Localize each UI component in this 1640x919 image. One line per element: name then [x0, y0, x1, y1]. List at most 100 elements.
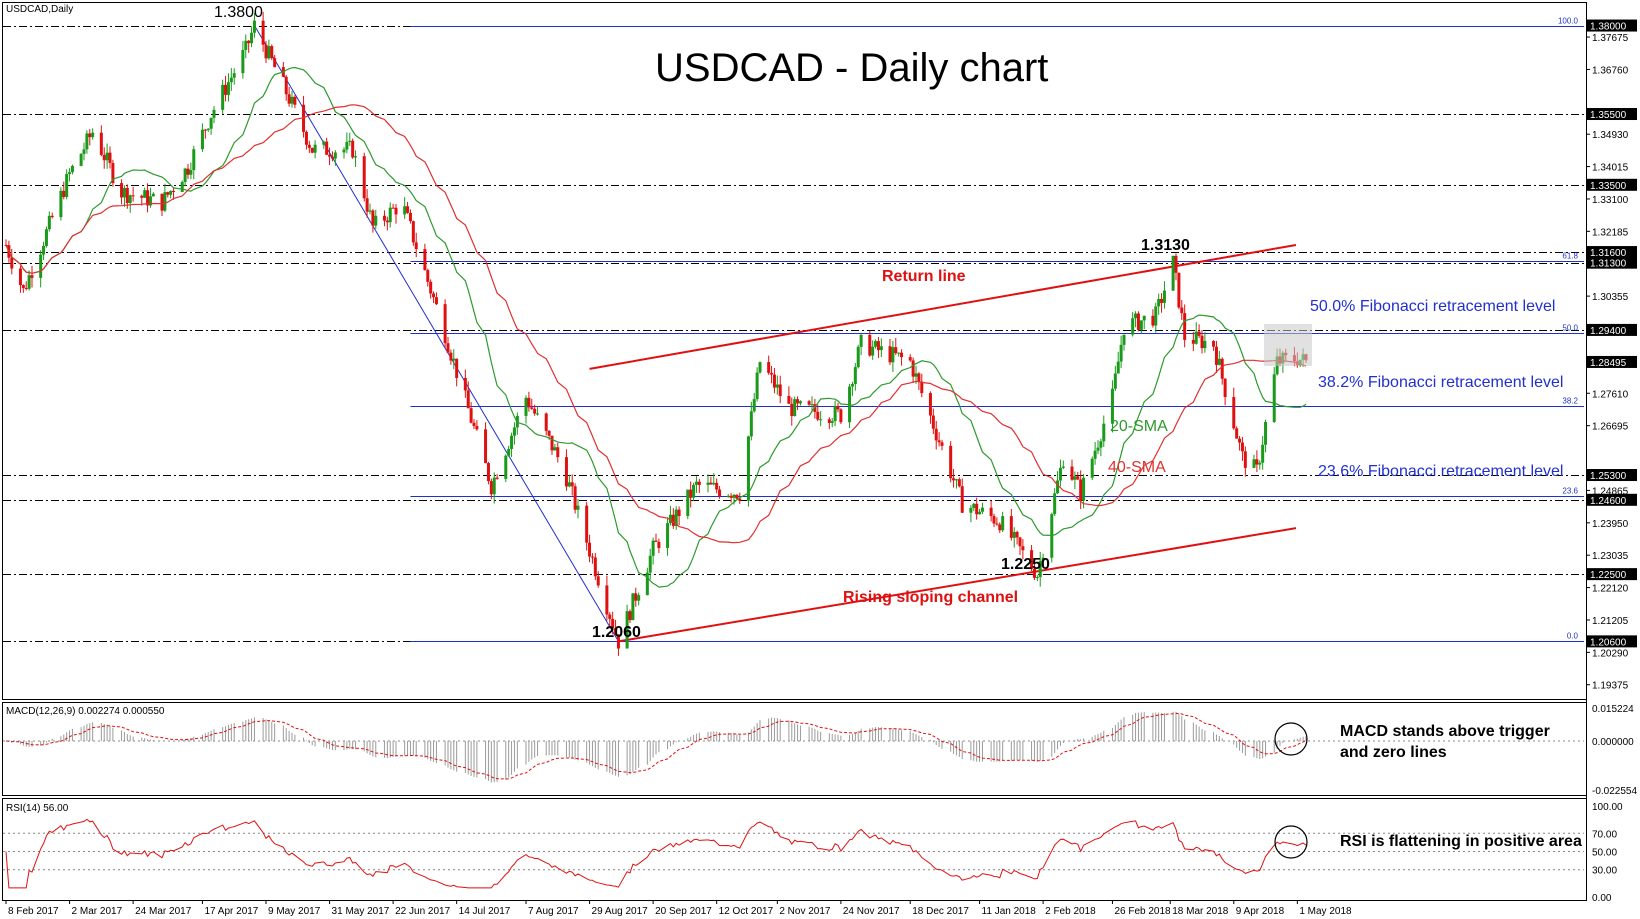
candle-body — [394, 207, 398, 215]
candle-body — [342, 149, 346, 153]
candle-body — [772, 374, 776, 388]
candle-body — [1197, 331, 1201, 336]
candle-body — [798, 401, 802, 404]
candle-body — [59, 190, 63, 218]
candle-body — [1090, 458, 1094, 478]
candle-body — [18, 268, 22, 286]
candle-body — [10, 257, 14, 269]
candle-body — [463, 377, 467, 391]
macd-note-2: and zero lines — [1340, 744, 1447, 761]
channel-trend-line — [589, 243, 1297, 370]
candle-body — [839, 409, 843, 423]
candle-body — [550, 435, 554, 451]
candle-body — [1001, 516, 1005, 531]
candle-body — [261, 20, 265, 45]
rsi-axis-label: 70.00 — [1592, 829, 1617, 840]
candle-body — [949, 445, 953, 479]
candle-body — [507, 448, 511, 456]
candle-body — [891, 347, 895, 363]
candle-body — [859, 334, 863, 347]
candle-body — [24, 287, 28, 289]
price-axis-highlight-box — [1587, 19, 1637, 32]
candle-body — [1255, 459, 1259, 465]
candle-body — [403, 206, 407, 215]
candle-body — [588, 542, 592, 557]
candle-body — [648, 555, 652, 573]
candle-body — [1214, 346, 1218, 365]
candle-body — [224, 84, 228, 95]
macd-highlight-circle — [1274, 722, 1308, 756]
chart-title: USDCAD - Daily chart — [655, 46, 1048, 90]
candle-body — [232, 73, 236, 78]
candle-body — [486, 463, 490, 482]
fibonacci-axis-label: 23.6 — [1562, 487, 1578, 496]
date-axis-label: 18 Mar 2018 — [1172, 906, 1229, 917]
candle-body — [573, 486, 577, 510]
candle-body — [1102, 423, 1106, 442]
candle-body — [1056, 480, 1060, 494]
candle-body — [455, 358, 459, 378]
candle-body — [616, 634, 620, 649]
date-axis-label: 29 Aug 2017 — [592, 906, 649, 917]
macd-label: MACD(12,26,9) 0.002274 0.000550 — [6, 706, 165, 717]
candle-body — [1160, 298, 1164, 303]
candle-body — [368, 210, 372, 212]
candle-body — [790, 403, 794, 417]
sma20-line — [5, 66, 1307, 588]
candle-body — [125, 188, 129, 203]
candle-body — [1191, 339, 1195, 344]
candle-body — [160, 193, 164, 211]
candle-body — [755, 372, 759, 400]
candle-body — [1154, 306, 1158, 326]
candle-body — [267, 46, 271, 59]
candle-body — [715, 482, 719, 490]
candle-body — [614, 628, 618, 635]
price-axis-label: 1.34015 — [1592, 163, 1629, 174]
candle-body — [102, 154, 106, 161]
candle-body — [940, 442, 944, 446]
candle-body — [888, 346, 892, 363]
candle-body — [244, 40, 248, 51]
candle-body — [914, 373, 918, 377]
candle-body — [143, 190, 147, 198]
candle-body — [1122, 334, 1126, 345]
candle-body — [706, 482, 710, 485]
candle-body — [270, 46, 274, 59]
price-axis-highlight-box — [1587, 178, 1637, 191]
candle-body — [1142, 315, 1146, 321]
candle-body — [44, 229, 48, 246]
candle-body — [65, 174, 69, 197]
candle-body — [995, 523, 999, 525]
candle-body — [567, 482, 571, 487]
candle-body — [1110, 388, 1114, 424]
candle-body — [203, 129, 207, 131]
candle-body — [969, 508, 973, 513]
price-axis-highlight-label: 1.33500 — [1590, 181, 1627, 192]
price-axis-highlight-box — [1587, 246, 1637, 259]
candle-body — [1058, 467, 1062, 481]
candle-body — [830, 421, 834, 423]
candle-body — [484, 429, 488, 464]
candle-body — [657, 541, 661, 549]
candle-body — [1177, 272, 1181, 308]
candle-body — [510, 435, 514, 449]
price-axis-highlight-label: 1.24600 — [1590, 496, 1627, 507]
candle-body — [365, 198, 369, 212]
candle-body — [151, 193, 155, 197]
fibonacci-swing-line — [254, 25, 619, 642]
price-axis-label: 1.19375 — [1592, 681, 1629, 692]
candle-body — [189, 170, 193, 175]
candle-body — [810, 404, 814, 406]
candle-body — [391, 207, 395, 209]
candle-body — [524, 397, 528, 416]
candle-body — [70, 165, 74, 173]
fibonacci-axis-label: 38.2 — [1562, 397, 1578, 406]
candle-body — [709, 482, 713, 485]
candle-body — [1134, 313, 1138, 319]
date-axis-label: 31 May 2017 — [332, 906, 390, 917]
candle-body — [668, 514, 672, 524]
candle-body — [1015, 531, 1019, 538]
candle-body — [1235, 428, 1239, 439]
candle-body — [726, 495, 730, 497]
candle-body — [692, 484, 696, 498]
